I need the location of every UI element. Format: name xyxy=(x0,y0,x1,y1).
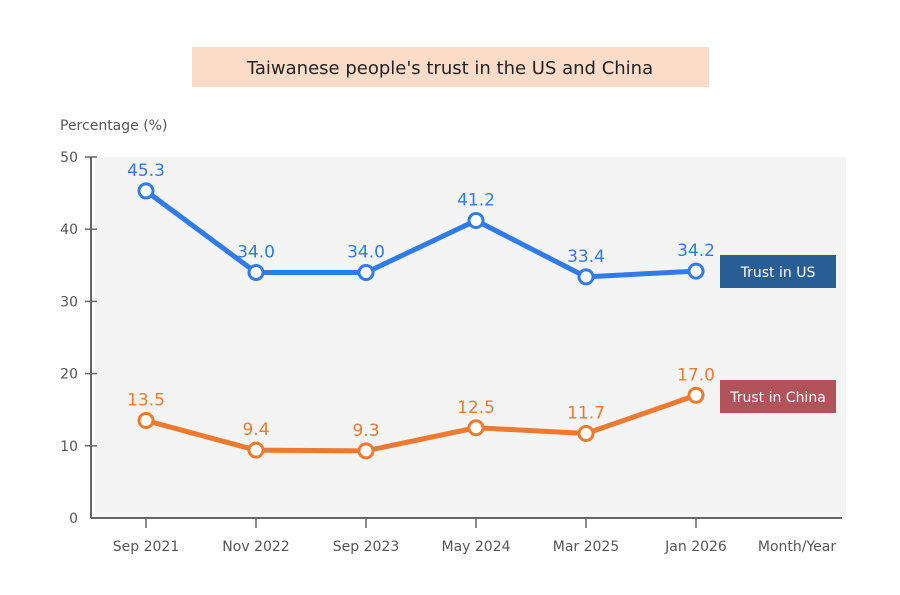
legend-label: Trust in China xyxy=(729,390,826,406)
data-point xyxy=(577,268,595,286)
title-box xyxy=(192,47,709,87)
x-tick-label: Jan 2026 xyxy=(664,539,727,555)
data-label: 12.5 xyxy=(457,398,495,418)
x-tick-label: Nov 2022 xyxy=(222,539,289,555)
y-tick-label: 50 xyxy=(60,150,78,166)
data-point xyxy=(467,212,485,230)
x-tick-label: Mar 2025 xyxy=(553,539,620,555)
series-line-1 xyxy=(145,392,697,454)
data-label: 41.2 xyxy=(457,191,495,211)
y-tick-label: 30 xyxy=(60,294,78,310)
data-point xyxy=(247,441,265,459)
data-label: 9.4 xyxy=(242,420,269,440)
chart-title: Taiwanese people's trust in the US and C… xyxy=(246,58,653,79)
y-tick-label: 20 xyxy=(60,367,78,383)
legend-box xyxy=(720,255,836,288)
x-tick-label: Sep 2021 xyxy=(113,539,179,555)
y-axis-label: Percentage (%) xyxy=(60,118,167,134)
data-point xyxy=(137,412,155,430)
data-label: 34.0 xyxy=(347,243,385,263)
data-point xyxy=(247,264,265,282)
data-label: 9.3 xyxy=(352,421,379,441)
data-label: 17.0 xyxy=(677,365,715,385)
y-tick-label: 40 xyxy=(60,222,78,238)
x-tick-label: Sep 2023 xyxy=(333,539,399,555)
legend-box xyxy=(720,380,836,413)
data-point xyxy=(687,386,705,404)
y-tick-label: 10 xyxy=(60,439,78,455)
data-label: 13.5 xyxy=(127,391,165,411)
data-label: 34.2 xyxy=(677,241,715,261)
data-label: 11.7 xyxy=(567,404,605,424)
data-label: 34.0 xyxy=(237,243,275,263)
data-label: 33.4 xyxy=(567,247,605,267)
data-point xyxy=(357,442,375,460)
x-tick-label: May 2024 xyxy=(441,539,510,555)
plot-area xyxy=(95,157,846,518)
data-point xyxy=(577,425,595,443)
legend-label: Trust in US xyxy=(740,265,816,281)
data-point xyxy=(687,262,705,280)
data-label: 45.3 xyxy=(127,161,165,181)
data-point xyxy=(357,264,375,282)
data-point xyxy=(137,182,155,200)
y-tick-label: 0 xyxy=(69,511,78,527)
x-axis-label: Month/Year xyxy=(758,539,836,555)
series-line-0 xyxy=(144,188,697,280)
data-point xyxy=(467,419,485,437)
